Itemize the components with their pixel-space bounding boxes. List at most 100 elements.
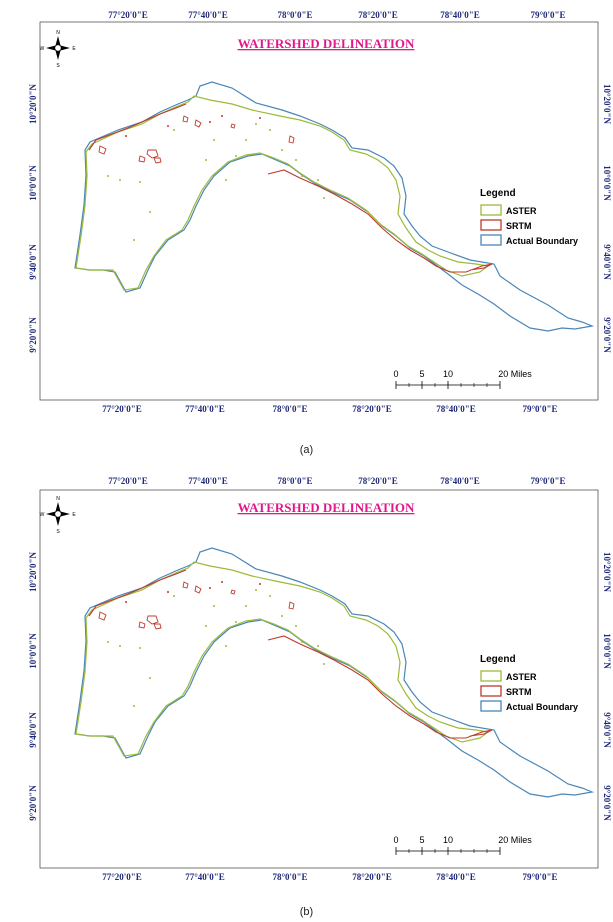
scattered-points [107, 123, 325, 241]
lon-tick-label: 79°0'0"E [522, 404, 557, 414]
legend-label-aster: ASTER [506, 672, 537, 682]
lat-tick-label: 9°40'0"N [28, 244, 38, 280]
north-arrow-icon: N S E W [40, 496, 77, 535]
figure-caption-b: (b) [299, 906, 314, 918]
watershed-map [74, 547, 595, 798]
compass-west-letter: W [40, 46, 45, 52]
srtm-boundary-outline [88, 569, 493, 739]
lon-tick-label: 78°40'0"E [440, 476, 480, 486]
watershed-map [74, 81, 595, 332]
lon-tick-label: 78°0'0"E [277, 476, 312, 486]
scale-bar: 0 5 10 20 Miles [393, 835, 532, 855]
north-arrow-icon: N S E W [40, 30, 77, 69]
actual-boundary-outline [74, 81, 595, 332]
lon-tick-label: 77°20'0"E [108, 10, 148, 20]
scale-label: 5 [419, 835, 424, 845]
map-panel-b: 77°20'0"E 77°40'0"E 78°0'0"E 78°20'0"E 7… [0, 470, 613, 922]
compass-east-letter: E [72, 46, 76, 52]
lon-tick-label: 77°40'0"E [185, 404, 225, 414]
scale-label: 10 [443, 369, 453, 379]
map-figure-a: 77°20'0"E 77°40'0"E 78°0'0"E 78°20'0"E 7… [28, 10, 612, 414]
scale-label: 20 Miles [498, 835, 532, 845]
top-longitude-labels: 77°20'0"E 77°40'0"E 78°0'0"E 78°20'0"E 7… [108, 476, 565, 486]
lat-tick-label: 10°0'0"N [28, 165, 38, 201]
bottom-longitude-labels: 77°20'0"E 77°40'0"E 78°0'0"E 78°20'0"E 7… [102, 872, 557, 882]
legend-label-srtm: SRTM [506, 687, 532, 697]
map-neatline [39, 21, 599, 401]
legend-title: Legend [480, 188, 516, 199]
lon-tick-label: 78°40'0"E [440, 10, 480, 20]
scale-bar: 0 5 10 20 Miles [393, 369, 532, 389]
lon-tick-label: 79°0'0"E [530, 476, 565, 486]
legend-swatch-srtm [480, 219, 502, 231]
right-latitude-labels: 10°20'0"N 10°0'0"N 9°40'0"N 9°20'0"N [602, 552, 612, 821]
compass-north-letter: N [56, 496, 60, 502]
map-legend: Legend ASTER SRTM Actual Boundary [480, 654, 578, 712]
lon-tick-label: 78°0'0"E [277, 10, 312, 20]
lat-tick-label: 9°20'0"N [602, 317, 612, 353]
scale-label: 10 [443, 835, 453, 845]
scale-label: 5 [419, 369, 424, 379]
lat-tick-label: 9°40'0"N [28, 712, 38, 748]
legend-swatch-aster [480, 204, 502, 216]
legend-label-srtm: SRTM [506, 221, 532, 231]
lat-tick-label: 9°20'0"N [28, 317, 38, 353]
lon-tick-label: 79°0'0"E [522, 872, 557, 882]
compass-west-letter: W [40, 512, 45, 518]
lon-tick-label: 78°20'0"E [352, 872, 392, 882]
right-latitude-labels: 10°20'0"N 10°0'0"N 9°40'0"N 9°20'0"N [602, 84, 612, 353]
map-legend: Legend ASTER SRTM Actual Boundary [480, 188, 578, 246]
lon-tick-label: 78°0'0"E [272, 872, 307, 882]
lat-tick-label: 9°40'0"N [602, 712, 612, 748]
lon-tick-label: 78°20'0"E [358, 476, 398, 486]
lon-tick-label: 78°40'0"E [436, 872, 476, 882]
lon-tick-label: 78°40'0"E [436, 404, 476, 414]
map-title: WATERSHED DELINEATION [238, 500, 415, 515]
scale-label: 20 Miles [498, 369, 532, 379]
lon-tick-label: 78°20'0"E [352, 404, 392, 414]
legend-label-aster: ASTER [506, 206, 537, 216]
legend-swatch-actual [480, 700, 502, 712]
scattered-points-red [125, 115, 261, 137]
lon-tick-label: 77°40'0"E [188, 476, 228, 486]
lat-tick-label: 10°0'0"N [602, 633, 612, 669]
lat-tick-label: 10°20'0"N [28, 83, 38, 124]
figure-caption-a: (a) [299, 444, 314, 456]
srtm-boundary-outline [88, 103, 493, 273]
lon-tick-label: 77°20'0"E [108, 476, 148, 486]
legend-swatch-aster [480, 670, 502, 682]
compass-south-letter: S [56, 529, 60, 535]
lat-tick-label: 10°0'0"N [602, 165, 612, 201]
legend-swatch-srtm [480, 685, 502, 697]
actual-boundary-outline [74, 547, 595, 798]
scale-label: 0 [393, 835, 398, 845]
lat-tick-label: 10°20'0"N [28, 551, 38, 592]
legend-swatch-actual [480, 234, 502, 246]
scattered-points [107, 589, 325, 707]
lat-tick-label: 10°20'0"N [602, 552, 612, 593]
lon-tick-label: 78°20'0"E [358, 10, 398, 20]
compass-north-letter: N [56, 30, 60, 36]
scale-label: 0 [393, 369, 398, 379]
bottom-longitude-labels: 77°20'0"E 77°40'0"E 78°0'0"E 78°20'0"E 7… [102, 404, 557, 414]
map-neatline [39, 489, 599, 869]
lon-tick-label: 77°20'0"E [102, 872, 142, 882]
compass-east-letter: E [72, 512, 76, 518]
left-latitude-labels: 10°20'0"N 10°0'0"N 9°40'0"N 9°20'0"N [28, 551, 38, 820]
lat-tick-label: 9°20'0"N [28, 785, 38, 821]
legend-label-actual: Actual Boundary [506, 236, 578, 246]
lat-tick-label: 9°20'0"N [602, 785, 612, 821]
lat-tick-label: 10°20'0"N [602, 84, 612, 125]
lat-tick-label: 9°40'0"N [602, 244, 612, 280]
lat-tick-label: 10°0'0"N [28, 633, 38, 669]
lon-tick-label: 77°40'0"E [185, 872, 225, 882]
compass-south-letter: S [56, 63, 60, 69]
aster-boundary-outline [75, 95, 490, 291]
top-longitude-labels: 77°20'0"E 77°40'0"E 78°0'0"E 78°20'0"E 7… [108, 10, 565, 20]
scattered-points-red [125, 581, 261, 603]
legend-title: Legend [480, 654, 516, 665]
map-panel-a: 77°20'0"E 77°40'0"E 78°0'0"E 78°20'0"E 7… [0, 0, 613, 460]
lon-tick-label: 77°40'0"E [188, 10, 228, 20]
aster-boundary-outline [75, 561, 490, 757]
lon-tick-label: 79°0'0"E [530, 10, 565, 20]
